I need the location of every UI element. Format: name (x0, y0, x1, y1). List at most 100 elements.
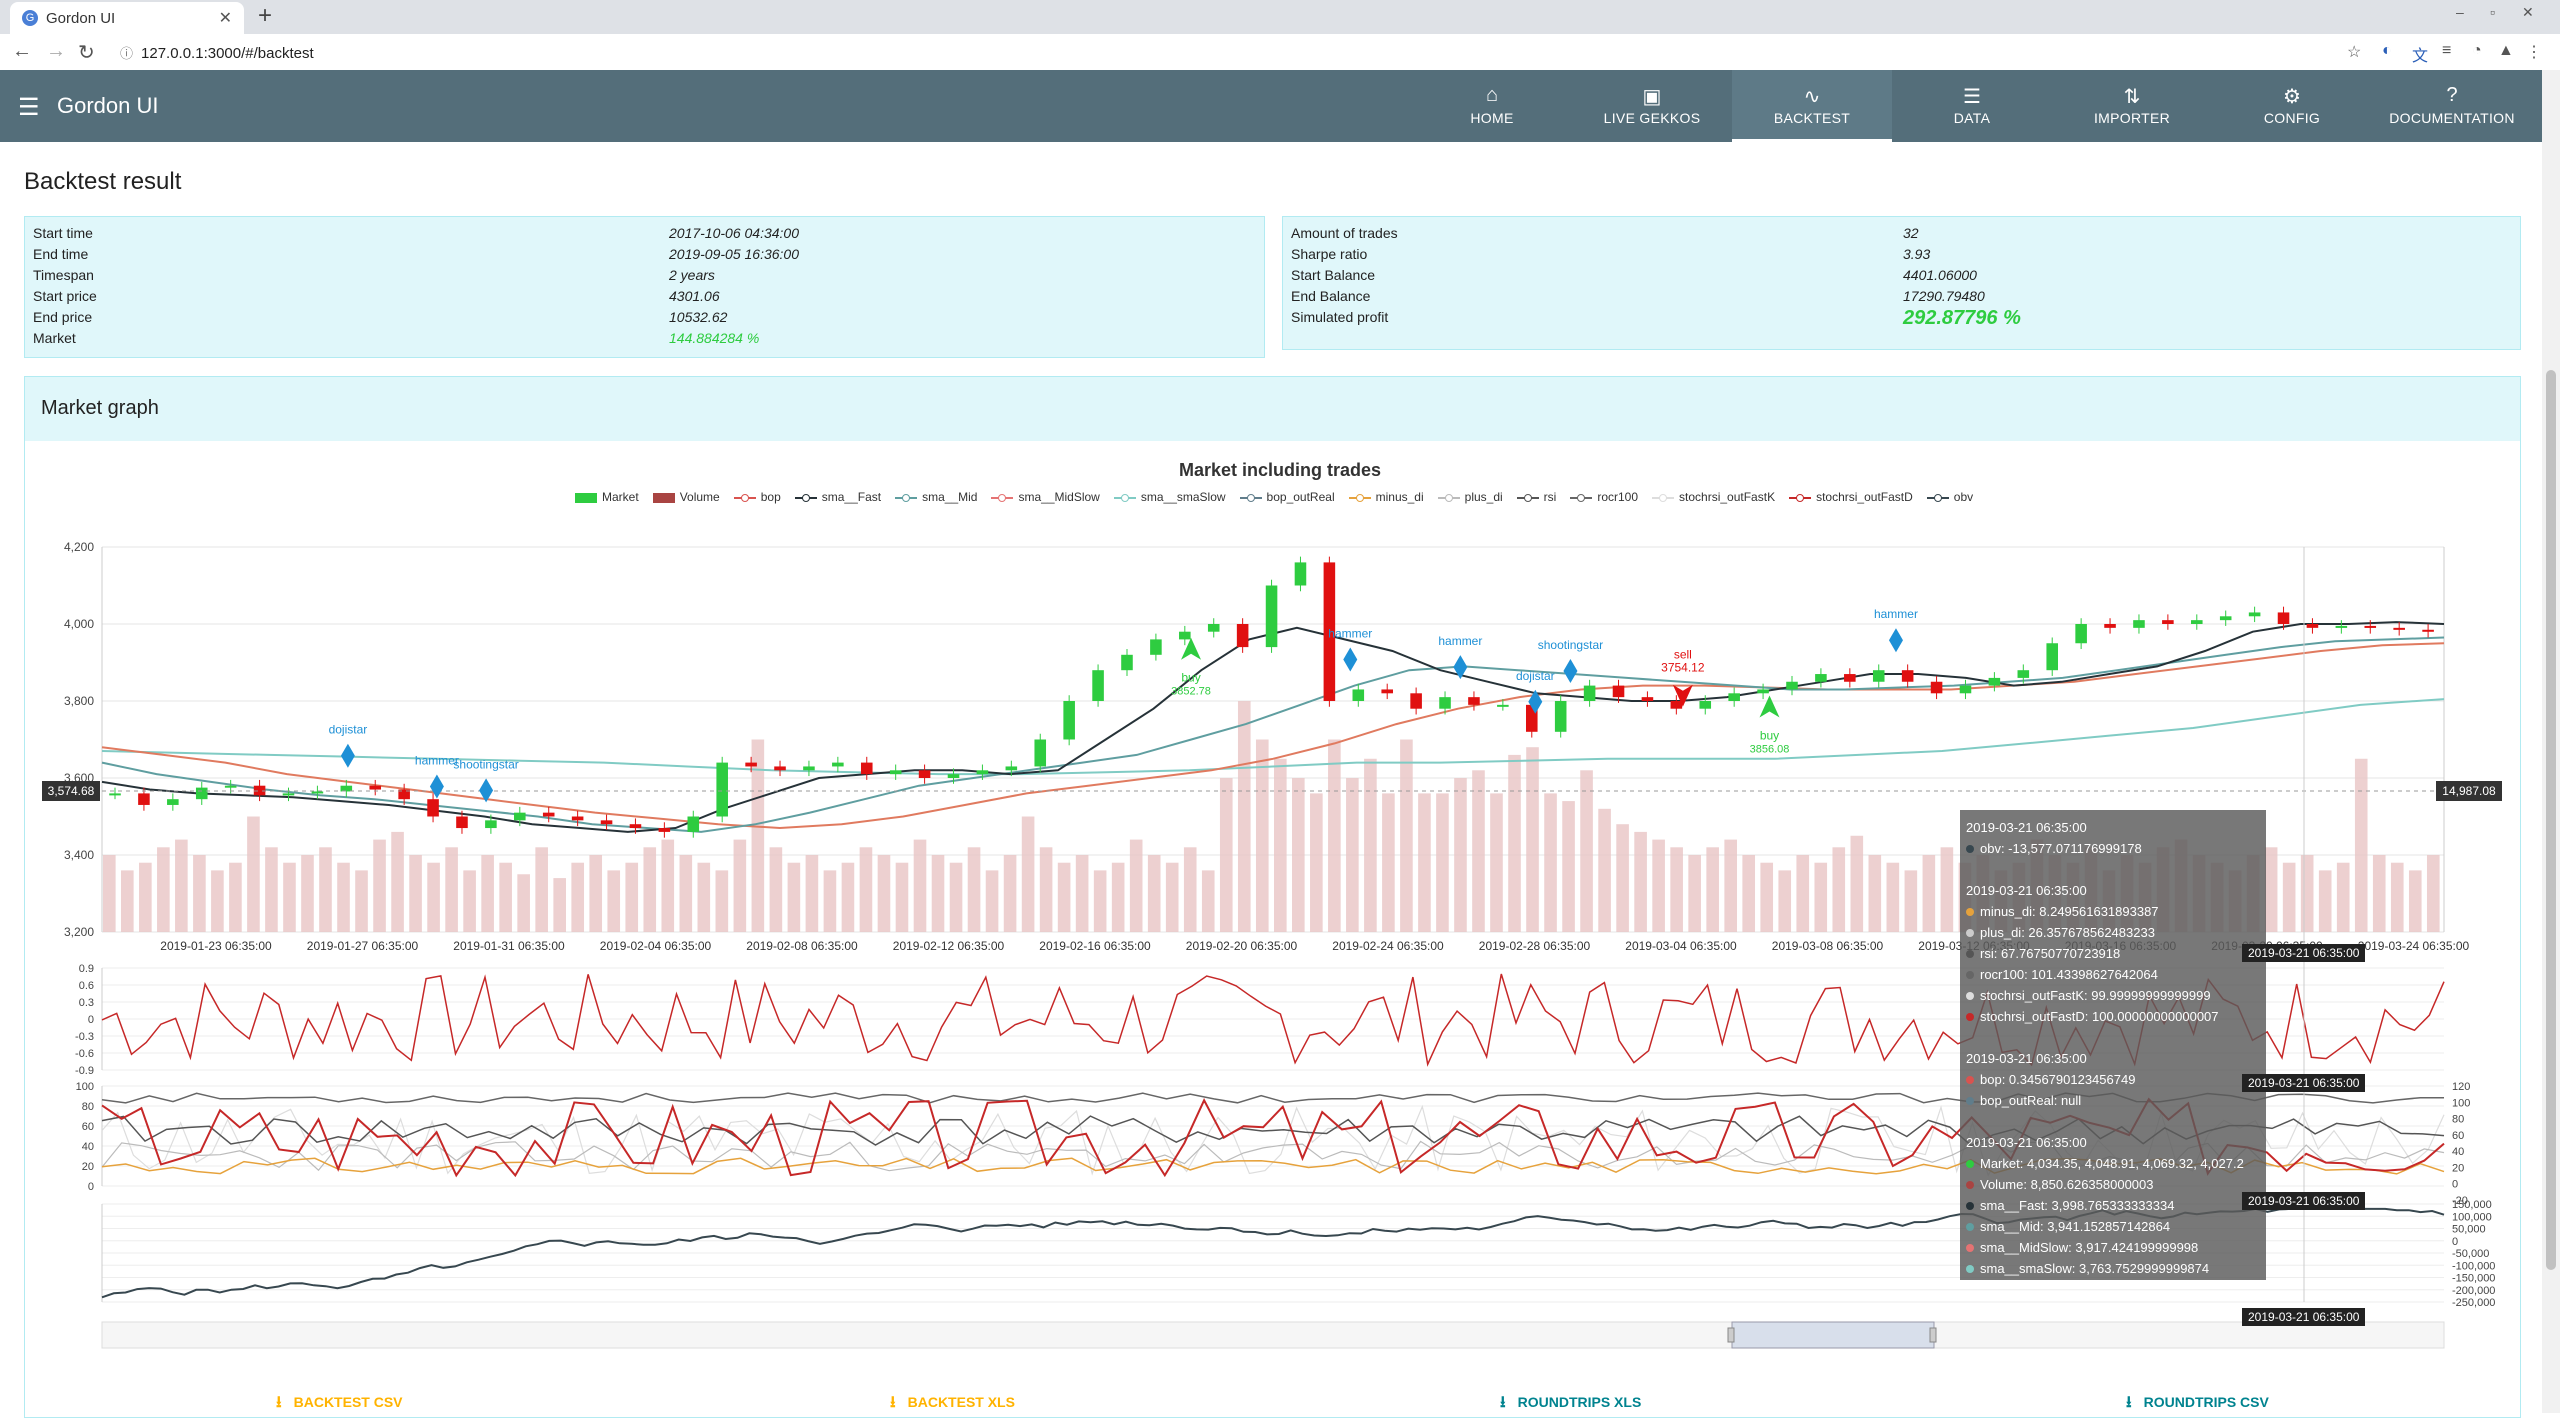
forward-icon[interactable]: → (46, 40, 66, 62)
nav-config[interactable]: ⚙ CONFIG (2212, 70, 2372, 142)
hamburger-menu-icon[interactable]: ☰ (18, 94, 40, 121)
nav-label: CONFIG (2263, 110, 2321, 126)
nav-data[interactable]: ☰ DATA (1892, 70, 2052, 142)
tooltip-text: rocr100: 101.43398627642064 (1980, 967, 2158, 982)
legend-item[interactable]: Volume (652, 490, 720, 504)
download-roundtrips-csv[interactable]: ⭳ ROUNDTRIPS CSV (2126, 1391, 2269, 1418)
tooltip-text: sma__smaSlow: 3,763.7529999999874 (1980, 1261, 2210, 1276)
tooltip-dot (1966, 1097, 1974, 1105)
page-scrollbar[interactable] (2542, 70, 2560, 1413)
tooltip-text: sma__Fast: 3,998.765333333334 (1980, 1198, 2175, 1213)
nav-label: HOME (1470, 110, 1514, 126)
nav-backtest[interactable]: ∿ BACKTEST (1732, 70, 1892, 142)
tooltip-text: minus_di: 8.249561631893387 (1980, 904, 2159, 919)
legend-swatch (1437, 493, 1460, 503)
crosshair-time-label: 2019-03-21 06:35:00 (2242, 944, 2366, 962)
download-backtest-xls[interactable]: ⭳ BACKTEST XLS (890, 1391, 1015, 1418)
legend-swatch (1652, 493, 1675, 503)
crosshair-time-label: 2019-03-21 06:35:00 (2242, 1192, 2366, 1210)
nav-home[interactable]: ⌂ HOME (1412, 70, 1572, 142)
legend-item[interactable]: minus_di (1348, 490, 1424, 504)
legend-label: stochrsi_outFastK (1679, 490, 1776, 504)
window-close-icon[interactable]: ✕ (2522, 4, 2534, 20)
tooltip-text: plus_di: 26.357678562483233 (1980, 925, 2155, 940)
legend-swatch (733, 493, 756, 503)
tooltip-dot (1966, 1202, 1974, 1210)
close-icon[interactable]: ✕ (218, 10, 232, 27)
favicon-icon: G (22, 10, 38, 26)
summary-key: End Balance (1291, 288, 1371, 304)
legend-item[interactable]: stochrsi_outFastK (1652, 490, 1775, 504)
tooltip-text: Volume: 8,850.626358000003 (1980, 1177, 2154, 1192)
browser-tab[interactable]: G Gordon UI ✕ (10, 2, 244, 34)
extension-icon[interactable]: ◐ (2382, 42, 2392, 59)
legend-label: stochrsi_outFastD (1816, 490, 1913, 504)
extension-icon[interactable]: ▲ (2498, 42, 2514, 59)
legend-item[interactable]: sma__Mid (895, 490, 977, 504)
legend-item[interactable]: stochrsi_outFastD (1789, 490, 1913, 504)
legend-swatch (1239, 493, 1262, 503)
legend-item[interactable]: sma__smaSlow (1113, 490, 1226, 504)
summary-value: 10532.62 (669, 309, 728, 325)
legend-swatch (1113, 493, 1136, 503)
nav-label: BACKTEST (1773, 110, 1851, 126)
legend-item[interactable]: Market (575, 490, 639, 504)
legend-label: rocr100 (1597, 490, 1639, 504)
tooltip-row: rsi: 67.76750770723918 (1966, 946, 2120, 961)
download-roundtrips-xls[interactable]: ⭳ ROUNDTRIPS XLS (1500, 1391, 1641, 1418)
nav-documentation[interactable]: ? DOCUMENTATION (2372, 70, 2532, 142)
tooltip-row: sma__smaSlow: 3,763.7529999999874 (1966, 1261, 2209, 1276)
legend-label: sma__MidSlow (1018, 490, 1100, 504)
tooltip-dot (1966, 929, 1974, 937)
legend-swatch (794, 493, 817, 503)
legend-item[interactable]: rocr100 (1570, 490, 1638, 504)
download-icon: ⭳ (276, 1394, 282, 1411)
section-title: Market graph (41, 397, 159, 419)
summary-value: 32 (1903, 225, 1919, 241)
tooltip-row: stochrsi_outFastK: 99.99999999999999 (1966, 988, 2211, 1003)
legend-item[interactable]: sma__MidSlow (991, 490, 1100, 504)
help-icon: ? (2446, 84, 2458, 106)
nav-importer[interactable]: ⇅ IMPORTER (2052, 70, 2212, 142)
legend-item[interactable]: rsi (1516, 490, 1556, 504)
tooltip-text: obv: -13,577.071176999178 (1980, 841, 2142, 856)
legend-label: Volume (679, 490, 720, 504)
new-tab-icon[interactable]: + (258, 2, 273, 29)
summary-key: Start price (33, 288, 97, 304)
nav-live-gekkos[interactable]: ▣ LIVE GEKKOS (1572, 70, 1732, 142)
tooltip-row: bop: 0.3456790123456749 (1966, 1072, 2135, 1087)
info-icon: ⓘ (120, 46, 134, 61)
extension-icon[interactable]: ≡ (2442, 42, 2452, 59)
scrollbar-thumb[interactable] (2546, 370, 2556, 1270)
legend-item[interactable]: bop (733, 490, 781, 504)
translate-icon[interactable]: 文 (2412, 48, 2429, 65)
reload-icon[interactable]: ↻ (78, 42, 95, 64)
tooltip-dot (1966, 971, 1974, 979)
summary-key: Timespan (33, 267, 94, 283)
more-icon[interactable]: ⋮ (2526, 44, 2542, 61)
tooltip-text: rsi: 67.76750770723918 (1980, 946, 2121, 961)
tooltip-text: sma__MidSlow: 3,917.424199999998 (1980, 1240, 2199, 1255)
legend-item[interactable]: bop_outReal (1239, 490, 1335, 504)
legend-item[interactable]: obv (1926, 490, 1974, 504)
summary-value: 2017-10-06 04:34:00 (669, 225, 799, 241)
summary-value: 2 years (669, 267, 715, 283)
legend-swatch (1570, 493, 1593, 503)
legend-label: obv (1953, 490, 1974, 504)
extension-icon[interactable]: ◔ (2472, 42, 2482, 59)
tooltip-dot (1966, 1265, 1974, 1273)
maximize-icon[interactable]: ▫ (2490, 4, 2495, 20)
summary-value: 4301.06 (669, 288, 720, 304)
bookmark-star-icon[interactable]: ☆ (2347, 44, 2362, 61)
legend-swatch (652, 492, 675, 503)
url-field[interactable]: ⓘ 127.0.0.1:3000/#/backtest (120, 43, 314, 62)
legend-item[interactable]: plus_di (1437, 490, 1503, 504)
minimize-icon[interactable]: – (2456, 4, 2464, 20)
back-icon[interactable]: ← (12, 40, 32, 62)
download-backtest-csv[interactable]: ⭳ BACKTEST CSV (276, 1391, 403, 1418)
tooltip-text: bop_outReal: null (1980, 1093, 2082, 1108)
legend-swatch (991, 493, 1014, 503)
summary-key: End time (33, 246, 89, 262)
tooltip-dot (1966, 845, 1974, 853)
legend-item[interactable]: sma__Fast (794, 490, 881, 504)
